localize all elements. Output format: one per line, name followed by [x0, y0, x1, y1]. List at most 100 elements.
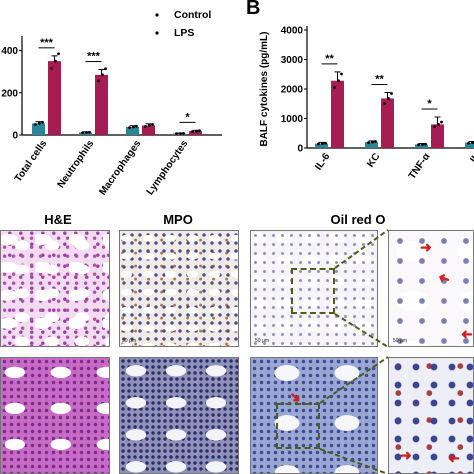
chart-b: 0 1000 2000 3000 4000 BALF cytokines (pg/mL) *…	[259, 26, 474, 182]
significance-label: **	[375, 74, 384, 86]
bar	[365, 142, 378, 148]
data-point	[321, 142, 324, 145]
bar	[32, 123, 45, 135]
y-axis-title: BALF cytokines (pg/mL)	[259, 31, 270, 146]
arrow-icon: ➜	[448, 451, 460, 467]
significance-label: *	[185, 111, 190, 123]
data-point	[179, 132, 182, 135]
x-tick-label: TNF-α	[407, 151, 433, 182]
arrow-icon: ➜	[400, 447, 412, 463]
y-tick-label: 0	[12, 131, 18, 142]
zoom-region-box	[291, 268, 335, 314]
x-tick-label: Neutrophils	[56, 138, 97, 190]
data-point	[54, 59, 57, 63]
data-point	[340, 72, 343, 76]
bar	[142, 125, 155, 135]
bar	[331, 80, 344, 148]
y-tick-label: 2000	[281, 85, 304, 96]
scale-bar-label: 50 μm	[122, 338, 136, 344]
data-point	[440, 120, 443, 124]
data-point	[367, 141, 370, 145]
bar	[465, 142, 474, 148]
data-point	[182, 131, 185, 135]
data-point	[50, 67, 53, 70]
data-point	[387, 97, 390, 100]
data-point	[34, 123, 37, 126]
panel-b-letter: B	[246, 0, 261, 19]
data-point	[433, 125, 436, 129]
data-point	[101, 73, 104, 77]
significance-label: *	[427, 98, 432, 110]
y-tick-label: 3000	[281, 55, 304, 66]
data-point	[135, 124, 138, 128]
data-point	[195, 129, 198, 133]
data-point	[424, 142, 427, 146]
data-point	[41, 120, 44, 124]
mpo-control-image: 50 μm	[119, 230, 239, 347]
data-point	[88, 130, 91, 134]
legend-marker	[155, 31, 159, 35]
significance-label: ***	[87, 51, 101, 63]
data-point	[383, 101, 386, 105]
zoom-region-box	[276, 403, 320, 449]
y-tick-label: 400	[1, 46, 18, 57]
data-point	[144, 125, 147, 128]
data-point	[148, 124, 151, 127]
data-point	[390, 92, 393, 95]
header-oil-red-o: Oil red O	[330, 212, 386, 227]
data-point	[198, 129, 201, 133]
data-point	[467, 141, 470, 145]
bar	[126, 126, 139, 135]
data-point	[317, 142, 320, 146]
oil-red-o-lps-zoom-image	[388, 357, 474, 474]
header-he: H&E	[44, 212, 72, 227]
x-tick-label: IL	[468, 151, 474, 165]
data-point	[417, 143, 420, 147]
arrow-icon: ➜	[420, 239, 432, 255]
data-point	[421, 143, 424, 146]
scale-bar-label: 50 μm	[255, 338, 269, 344]
x-tick-label: Total cells	[13, 138, 50, 184]
chart-a: 0 200 400 *** Total cells *** Neutrophils Macro…	[1, 9, 222, 198]
data-point	[128, 126, 131, 130]
he-lps-image	[0, 357, 110, 474]
mpo-lps-image	[119, 357, 239, 474]
y-tick-label: 200	[1, 88, 18, 99]
bar	[95, 74, 108, 135]
bar	[431, 124, 444, 148]
data-point	[333, 86, 336, 89]
data-point	[371, 140, 374, 144]
x-tick-label: KC	[365, 151, 382, 169]
scale-bar-label: 50 μm	[393, 338, 407, 344]
data-point	[57, 52, 60, 56]
y-tick-label: 4000	[281, 26, 304, 37]
arrow-icon: ➜	[461, 327, 473, 343]
data-point	[38, 121, 41, 125]
bar	[79, 132, 92, 135]
data-point	[85, 131, 88, 134]
header-mpo: MPO	[163, 212, 193, 227]
bar	[48, 61, 61, 135]
legend-label: Control	[174, 9, 211, 21]
data-point	[104, 67, 107, 71]
x-tick-label: Lymphocytes	[145, 138, 191, 197]
legend-marker	[155, 13, 159, 17]
significance-label: **	[325, 53, 334, 65]
data-point	[175, 132, 178, 136]
data-point	[374, 140, 377, 143]
oil-red-o-control-zoom-image: 50 μm	[388, 230, 474, 347]
data-point	[471, 141, 474, 145]
data-point	[81, 131, 84, 135]
bar	[381, 98, 394, 148]
data-point	[191, 130, 194, 133]
data-point	[151, 123, 154, 126]
y-tick-label: 0	[297, 144, 303, 155]
data-point	[324, 141, 327, 145]
data-point	[132, 125, 135, 129]
he-control-image	[0, 230, 110, 347]
bar	[189, 131, 202, 135]
significance-label: ***	[40, 37, 54, 49]
legend-label: LPS	[174, 27, 194, 39]
bar	[315, 143, 328, 148]
